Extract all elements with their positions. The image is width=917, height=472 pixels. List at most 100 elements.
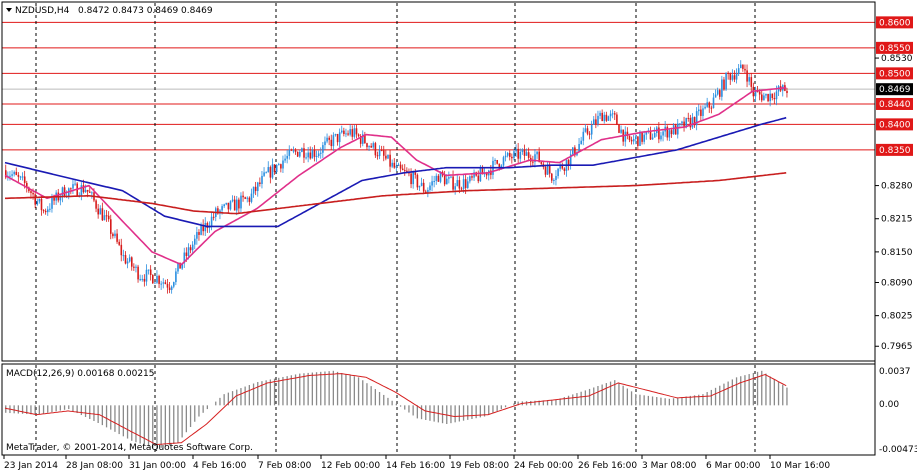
candle-body [714,94,717,98]
candle-body [294,150,297,152]
candle-body [86,189,89,192]
candle-body [632,138,635,142]
candle-body [101,208,104,221]
candle-body [498,163,501,168]
candle-body [471,176,473,178]
candle-body [509,152,511,157]
candle-body [223,204,225,207]
candle-body [658,127,660,140]
candle-body [517,148,519,159]
time-tick-label: 23 Jan 2014 [4,461,58,471]
candle-body [456,180,459,187]
candle-body [450,176,452,178]
candle-body [359,136,362,144]
candle-body [5,170,7,178]
candle-body [91,192,93,194]
candle-body [189,247,192,251]
current-price-label: 0.8469 [879,85,911,95]
time-tick-label: 26 Feb 16:00 [578,461,637,471]
candle-body [383,150,385,156]
time-axis: 23 Jan 2014 28 Jan 08:00 31 Jan 00:00 4 Feb… [3,455,830,471]
candle-body [51,197,53,209]
candle-body [347,133,349,135]
candle-body [47,209,49,213]
candle-body [572,147,574,155]
price-tick-label: 0.8090 [881,278,913,288]
candle-body [521,149,524,152]
candle-body [23,176,26,183]
candle-body [729,73,732,80]
candle-body [278,164,280,166]
candle-body [393,162,396,168]
candle-body [118,241,120,245]
level-label-box [876,97,913,110]
candle-body [191,244,194,251]
candle-body [227,202,230,210]
candle-body [668,130,671,138]
candle-body [269,167,272,178]
candle-body [320,152,322,154]
time-tick-label: 28 Jan 08:00 [66,461,123,471]
candle-body [574,147,576,156]
candle-body [206,222,209,229]
candle-body [17,174,20,177]
candle-body [584,128,587,132]
candle-body [685,117,687,128]
candle-body [349,129,351,135]
candle-body [519,151,522,159]
candle-body [355,128,358,135]
candle-body [540,162,543,164]
time-tick-label: 6 Mar 00:00 [706,461,761,471]
candle-body [406,170,408,172]
candle-body [628,135,631,140]
candle-body [742,64,744,69]
candle-body [477,175,480,182]
chevron-down-icon[interactable] [6,8,12,12]
candle-body [399,164,402,169]
candle-body [345,133,347,135]
candle-body [387,154,389,159]
candle-body [63,187,66,197]
candle-body [672,125,675,135]
level-label-box [876,118,913,131]
macd-scale-zero: 0.00 [879,400,899,410]
candle-body [158,275,160,284]
candle-body [603,114,606,122]
candle-body [645,131,648,135]
candle-body [435,175,438,182]
candle-body [248,197,251,202]
candle-body [175,271,177,283]
candle-body [374,143,377,156]
candle-body [299,151,301,157]
candle-body [183,252,186,264]
candle-body [168,287,171,291]
candle-body [179,262,181,269]
candle-body [250,193,253,202]
candle-body [462,179,465,189]
candle-body [710,107,713,109]
candle-body [653,133,656,138]
candle-body [580,140,582,144]
candle-body [496,159,498,164]
candle-body [754,91,757,97]
candle-body [120,244,123,256]
candle-body [391,162,393,167]
candle-body [126,261,129,264]
candle-body [240,195,242,209]
candle-body [502,157,505,166]
candle-body [80,185,83,197]
candle-body [679,123,681,125]
price-tick-label: 0.8150 [881,248,913,258]
candle-body [639,131,641,146]
candle-body [135,266,137,268]
candle-body [597,115,599,125]
candle-body [233,199,236,211]
candle-body [416,174,419,188]
candle-body [586,128,589,134]
candle-body [133,266,135,268]
candle-body [95,200,97,209]
candle-body [626,131,629,136]
candle-body [288,149,291,156]
candle-body [301,148,303,152]
